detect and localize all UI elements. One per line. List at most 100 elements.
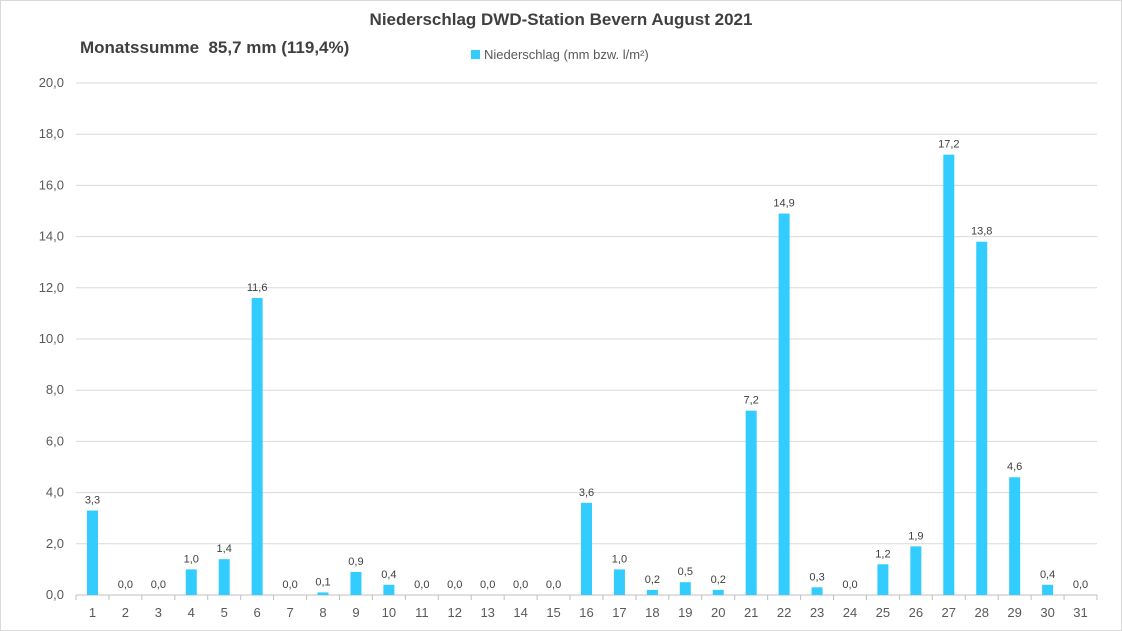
x-tick-label: 24 xyxy=(843,605,857,620)
x-tick-label: 10 xyxy=(382,605,396,620)
x-tick-label: 1 xyxy=(89,605,96,620)
x-tick-label: 11 xyxy=(415,605,429,620)
bar xyxy=(350,571,362,595)
y-tick-label: 14,0 xyxy=(39,229,64,244)
data-label: 1,9 xyxy=(908,530,923,542)
data-label: 0,4 xyxy=(1040,569,1055,581)
y-tick-label: 20,0 xyxy=(39,75,64,90)
bar xyxy=(976,241,988,595)
x-tick-label: 2 xyxy=(122,605,129,620)
data-label: 0,0 xyxy=(118,579,133,591)
bar xyxy=(86,510,98,595)
y-tick-label: 8,0 xyxy=(46,382,64,397)
x-tick-label: 25 xyxy=(876,605,890,620)
x-tick-label: 15 xyxy=(546,605,560,620)
x-tick-label: 28 xyxy=(974,605,988,620)
y-tick-label: 6,0 xyxy=(46,433,64,448)
data-label: 0,0 xyxy=(480,579,495,591)
bar xyxy=(943,154,955,595)
y-tick-label: 2,0 xyxy=(46,536,64,551)
bar xyxy=(251,298,263,595)
bar xyxy=(613,569,625,595)
legend-swatch xyxy=(471,50,480,59)
y-tick-label: 0,0 xyxy=(46,587,64,602)
bar xyxy=(679,582,691,595)
data-label: 0,9 xyxy=(348,556,363,568)
bar xyxy=(218,559,230,595)
data-label: 0,0 xyxy=(842,579,857,591)
x-tick-label: 3 xyxy=(155,605,162,620)
chart-title: Niederschlag DWD-Station Bevern August 2… xyxy=(369,10,753,29)
data-label: 0,0 xyxy=(414,579,429,591)
data-label: 0,1 xyxy=(315,576,330,588)
bar xyxy=(1042,584,1054,595)
x-tick-label: 27 xyxy=(942,605,956,620)
data-label: 1,0 xyxy=(612,553,627,565)
data-label: 7,2 xyxy=(744,395,759,407)
y-tick-label: 16,0 xyxy=(39,177,64,192)
bar xyxy=(317,592,329,595)
data-label: 0,4 xyxy=(381,569,396,581)
data-label: 0,0 xyxy=(513,579,528,591)
data-label: 0,0 xyxy=(447,579,462,591)
data-label: 0,2 xyxy=(645,574,660,586)
bar xyxy=(712,589,724,595)
bar xyxy=(646,589,658,595)
data-label: 0,0 xyxy=(1073,579,1088,591)
bar xyxy=(581,502,592,595)
x-tick-label: 20 xyxy=(711,605,725,620)
y-tick-label: 12,0 xyxy=(39,280,64,295)
data-label: 1,4 xyxy=(217,543,232,555)
data-label: 1,0 xyxy=(184,553,199,565)
x-tick-label: 9 xyxy=(352,605,359,620)
bar xyxy=(811,587,823,595)
data-label: 14,9 xyxy=(773,198,794,210)
data-label: 0,5 xyxy=(678,566,693,578)
x-tick-label: 19 xyxy=(678,605,692,620)
x-tick-label: 26 xyxy=(909,605,923,620)
x-tick-label: 18 xyxy=(645,605,659,620)
x-tick-label: 21 xyxy=(744,605,758,620)
data-label: 11,6 xyxy=(247,282,268,294)
data-label: 0,3 xyxy=(809,571,824,583)
x-tick-label: 31 xyxy=(1073,605,1087,620)
bar xyxy=(910,546,922,595)
x-tick-label: 22 xyxy=(777,605,791,620)
y-tick-label: 18,0 xyxy=(39,126,64,141)
data-label: 1,2 xyxy=(875,548,890,560)
x-tick-label: 16 xyxy=(579,605,593,620)
data-label: 13,8 xyxy=(971,226,992,238)
x-tick-label: 4 xyxy=(188,605,195,620)
data-label: 0,0 xyxy=(282,579,297,591)
x-tick-label: 23 xyxy=(810,605,824,620)
legend: Niederschlag (mm bzw. l/m²) xyxy=(471,47,649,62)
data-label: 0,2 xyxy=(711,574,726,586)
bar xyxy=(778,213,790,595)
x-tick-label: 5 xyxy=(221,605,228,620)
x-tick-label: 30 xyxy=(1040,605,1054,620)
bar xyxy=(1009,477,1021,595)
data-label: 3,3 xyxy=(85,495,100,507)
data-label: 4,6 xyxy=(1007,461,1022,473)
data-label: 17,2 xyxy=(938,139,959,151)
bar xyxy=(185,569,197,595)
x-tick-label: 29 xyxy=(1007,605,1021,620)
monthly-sum-annotation: Monatssumme 85,7 mm (119,4%) xyxy=(80,38,350,57)
bar xyxy=(383,584,395,595)
x-tick-label: 12 xyxy=(448,605,462,620)
data-label: 0,0 xyxy=(151,579,166,591)
x-tick-label: 13 xyxy=(480,605,494,620)
y-tick-label: 10,0 xyxy=(39,331,64,346)
x-tick-label: 6 xyxy=(254,605,261,620)
data-label: 0,0 xyxy=(546,579,561,591)
x-tick-label: 7 xyxy=(286,605,293,620)
x-tick-label: 17 xyxy=(612,605,626,620)
y-tick-label: 4,0 xyxy=(46,485,64,500)
x-tick-label: 8 xyxy=(319,605,326,620)
bar xyxy=(745,410,757,595)
legend-label: Niederschlag (mm bzw. l/m²) xyxy=(484,47,649,62)
data-label: 3,6 xyxy=(579,487,594,499)
bar xyxy=(877,564,889,595)
